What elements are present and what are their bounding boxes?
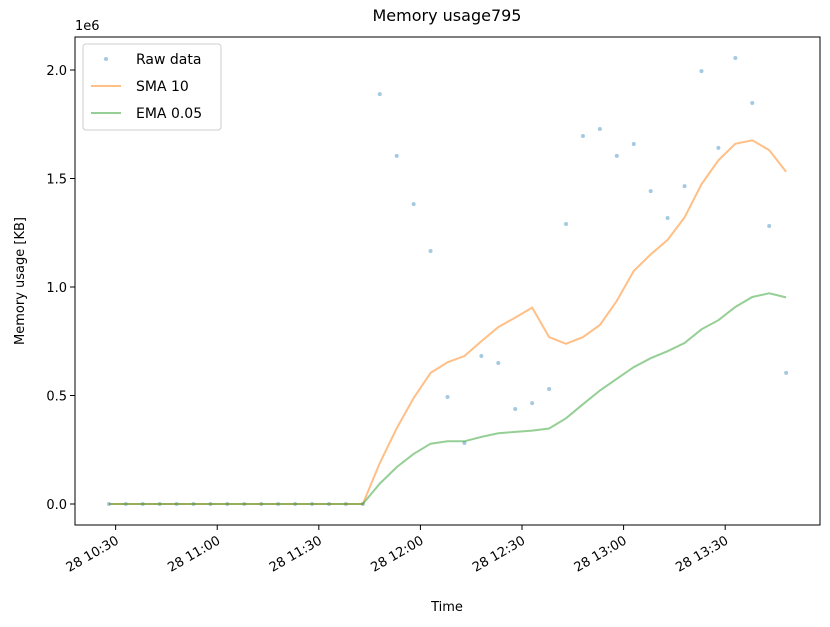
data-point bbox=[665, 215, 670, 220]
y-tick-label: 0.0 bbox=[46, 498, 67, 513]
data-point bbox=[564, 222, 569, 227]
data-point bbox=[479, 353, 484, 358]
legend-box bbox=[82, 43, 222, 131]
y-offset-label: 1e6 bbox=[75, 19, 100, 34]
y-tick-label: 0.5 bbox=[46, 389, 67, 404]
data-point bbox=[428, 248, 433, 253]
x-tick-label: 28 13:30 bbox=[673, 533, 731, 575]
data-point bbox=[496, 360, 501, 365]
x-tick-label: 28 13:00 bbox=[572, 533, 630, 575]
legend-label: Raw data bbox=[136, 52, 201, 68]
x-tick-label: 28 11:00 bbox=[165, 533, 223, 575]
y-tick-label: 1.0 bbox=[46, 281, 67, 296]
data-point bbox=[530, 401, 535, 406]
data-point bbox=[733, 56, 738, 61]
data-point bbox=[631, 141, 636, 146]
data-point bbox=[648, 189, 653, 194]
data-point bbox=[411, 202, 416, 207]
x-tick-label: 28 10:30 bbox=[64, 533, 122, 575]
legend-label: EMA 0.05 bbox=[136, 106, 202, 122]
data-point bbox=[377, 92, 382, 97]
data-point bbox=[547, 386, 552, 391]
chart-title: Memory usage795 bbox=[373, 6, 522, 25]
legend-marker bbox=[104, 57, 108, 61]
y-axis-label: Memory usage [KB] bbox=[13, 217, 28, 345]
series-line bbox=[108, 292, 787, 505]
data-point bbox=[699, 69, 704, 74]
plot-frame bbox=[74, 36, 821, 526]
data-point bbox=[767, 224, 772, 229]
data-point bbox=[682, 184, 687, 189]
data-point bbox=[513, 406, 518, 411]
series-line bbox=[108, 139, 787, 505]
x-tick-label: 28 11:30 bbox=[267, 533, 325, 575]
legend-label: SMA 10 bbox=[136, 79, 189, 95]
data-point bbox=[597, 127, 602, 132]
x-tick-label: 28 12:30 bbox=[470, 533, 528, 575]
data-point bbox=[580, 133, 585, 138]
y-tick-label: 2.0 bbox=[46, 64, 67, 79]
x-axis-label: Time bbox=[430, 600, 463, 615]
data-point bbox=[750, 100, 755, 105]
y-tick-label: 1.5 bbox=[46, 172, 67, 187]
data-point bbox=[394, 153, 399, 158]
data-point bbox=[614, 153, 619, 158]
data-point bbox=[445, 395, 450, 400]
x-tick-label: 28 12:00 bbox=[369, 533, 427, 575]
data-point bbox=[784, 370, 789, 375]
data-point bbox=[716, 145, 721, 150]
